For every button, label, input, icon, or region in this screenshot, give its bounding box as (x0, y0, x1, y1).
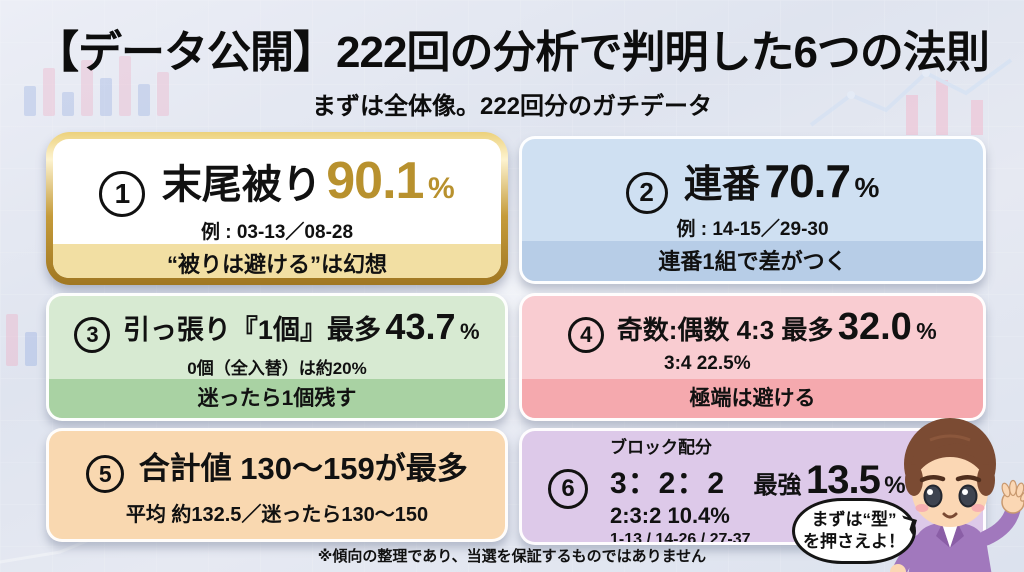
circled-number-1: 1 (99, 170, 146, 217)
card5-title: 合計値 130〜159が最多 (138, 450, 468, 486)
card-odd-even-ratio: 4 奇数:偶数 4:3 最多 32.0 % 3:4 22.5% 極端は避ける (519, 293, 986, 421)
card6-unit: % (884, 471, 906, 499)
card1-unit: % (427, 172, 455, 205)
card3-unit: % (459, 319, 480, 344)
card6-value: 13.5 (805, 457, 881, 502)
mascot-character-icon (890, 418, 1024, 572)
card-sum-range: 5 合計値 130〜159が最多 平均 約132.5／迷ったら130〜150 (46, 428, 508, 542)
card3-footer: 迷ったら1個残す (49, 379, 505, 418)
card1-title: 末尾被り (161, 163, 322, 207)
card2-value: 70.7 (764, 155, 852, 207)
speech-line-2: を押さえよ！ (803, 532, 905, 551)
circled-number-2: 2 (625, 171, 668, 214)
card6-subtext-1: 2:3:2 10.4% (610, 502, 730, 528)
card4-title: 奇数:偶数 4:3 最多 (616, 315, 834, 345)
card2-headline: 2 連番 70.7 % (522, 153, 983, 214)
circled-number-5: 5 (86, 455, 125, 494)
card3-headline: 3 引っ張り『1個』最多 43.7 % (49, 306, 505, 353)
circled-number-3: 3 (74, 316, 111, 353)
card5-headline: 5 合計値 130〜159が最多 (49, 443, 505, 494)
card6-strong-label: 最強 (753, 471, 802, 499)
background-bar-chart-left (6, 296, 46, 366)
speech-line-1: まずは“型” (811, 509, 897, 529)
card-consecutive-numbers: 2 連番 70.7 % 例 : 14-15／29-30 連番1組で差がつく (519, 136, 986, 284)
card1-value: 90.1 (326, 152, 424, 210)
card3-subtext: 0個（全入替）は約20% (187, 358, 367, 378)
card6-main-row: 3：2：2 最強 13.5 % (610, 458, 983, 502)
card1-footer: “被りは避ける”は幻想 (53, 243, 501, 278)
card3-value: 43.7 (385, 306, 456, 347)
card1-example: 例 : 03-13／08-28 (200, 221, 354, 243)
card2-unit: % (854, 172, 880, 203)
card2-footer: 連番1組で差がつく (522, 240, 983, 281)
card2-example: 例 : 14-15／29-30 (676, 218, 829, 240)
card6-label: ブロック配分 (610, 438, 712, 457)
card1-headline: 1 末尾被り 90.1 % (53, 151, 501, 217)
mascot-speech-bubble: まずは“型” を押さえよ！ (792, 498, 916, 564)
card4-unit: % (916, 318, 937, 344)
card4-value: 32.0 (837, 306, 912, 348)
card4-headline: 4 奇数:偶数 4:3 最多 32.0 % (522, 306, 983, 353)
card6-ratio: 3：2：2 (610, 466, 726, 500)
card-tail-duplicate: 1 末尾被り 90.1 % 例 : 03-13／08-28 “被りは避ける”は幻… (46, 132, 508, 285)
card4-footer: 極端は避ける (522, 379, 983, 418)
card5-subtext: 平均 約132.5／迷ったら130〜150 (125, 504, 429, 527)
page-title: 【データ公開】222回の分析で判明した6つの法則 (35, 28, 990, 77)
disclaimer-note: ※傾向の整理であり、当選を保証するものではありません (317, 548, 707, 565)
card3-title: 引っ張り『1個』最多 (122, 315, 381, 345)
card-carryover: 3 引っ張り『1個』最多 43.7 % 0個（全入替）は約20% 迷ったら1個残… (46, 293, 508, 421)
card4-subtext: 3:4 22.5% (664, 352, 751, 374)
waving-hand (1001, 479, 1024, 514)
card6-content: ブロック配分 3：2：2 最強 13.5 % 2:3:2 10.4% 1-13 … (610, 438, 983, 545)
circled-number-6: 6 (548, 469, 588, 509)
card6-subtext-2: 1-13 / 14-26 / 27-37 (610, 530, 751, 545)
circled-number-4: 4 (568, 316, 605, 353)
page-subtitle: まずは全体像。222回分のガチデータ (311, 93, 713, 120)
card2-title: 連番 (684, 164, 761, 206)
